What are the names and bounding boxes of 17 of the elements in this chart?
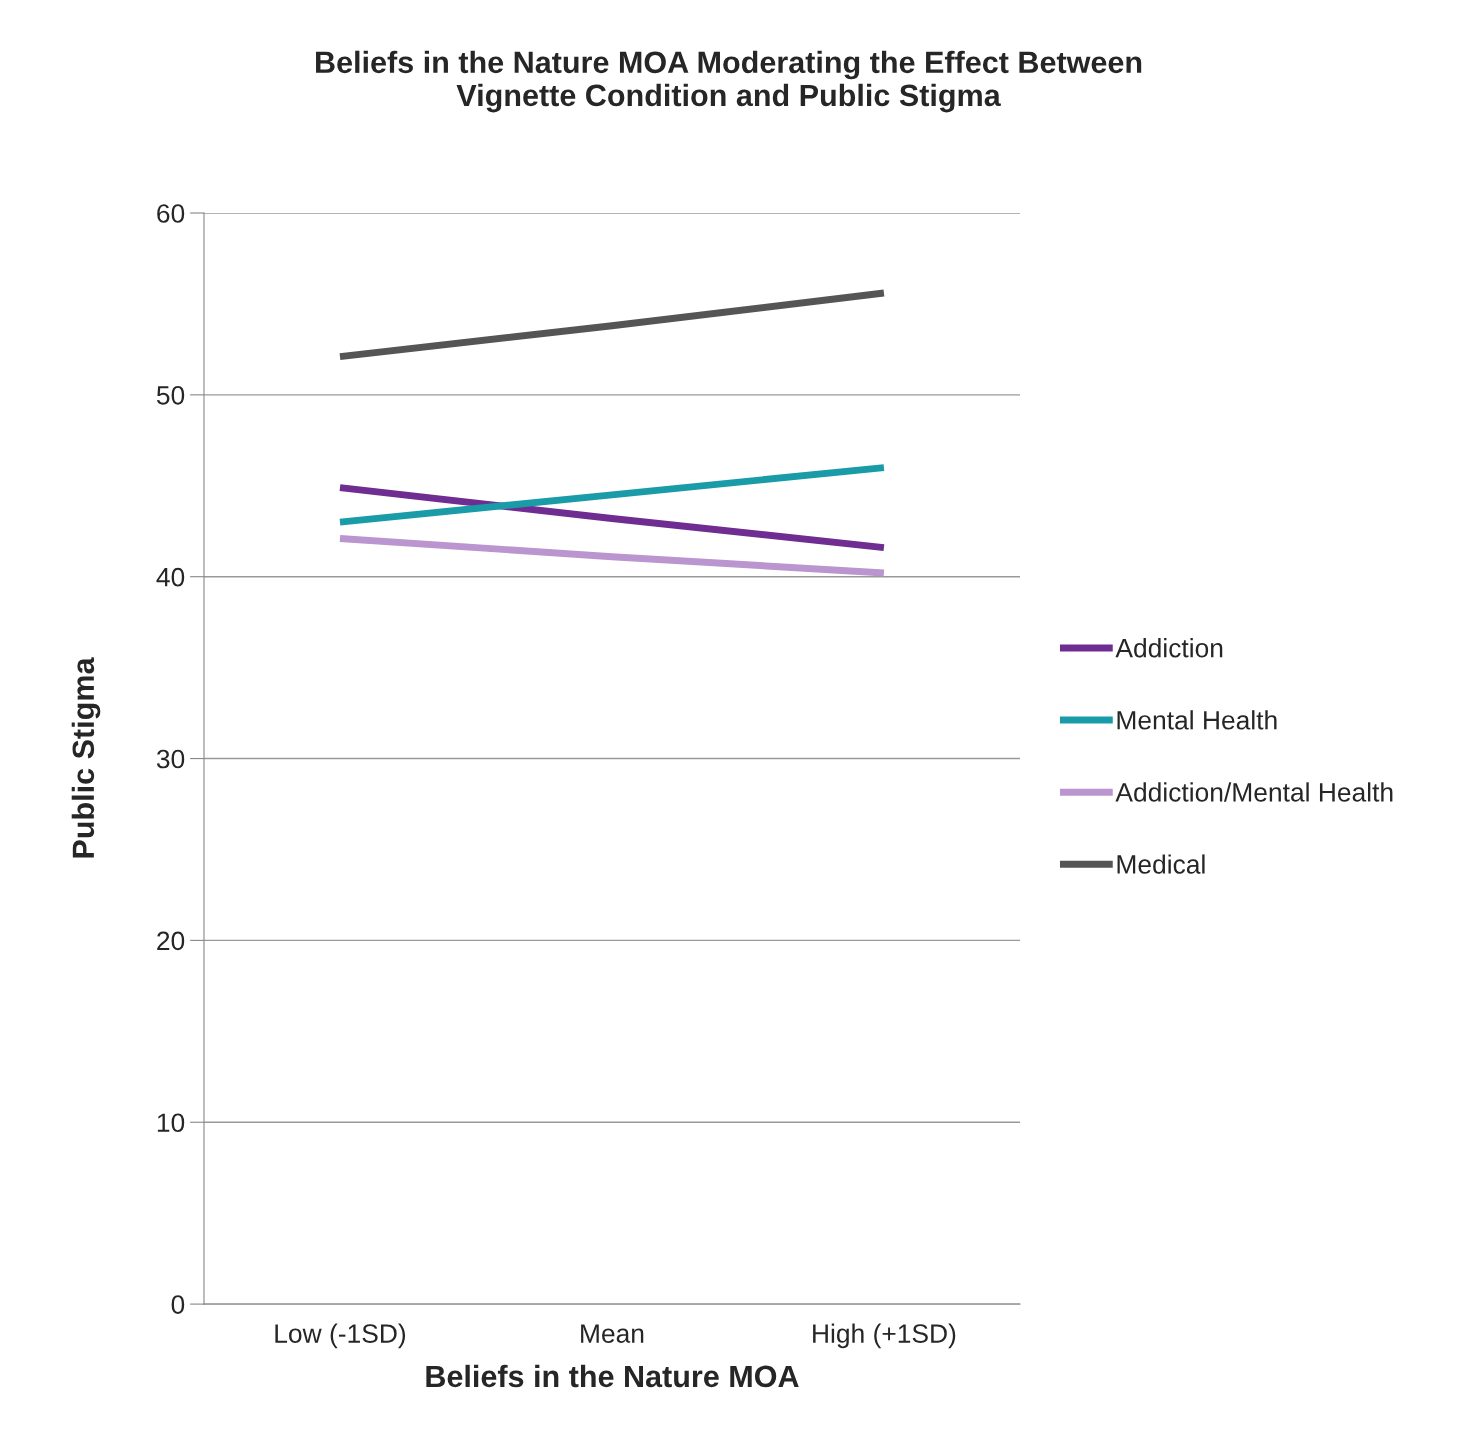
legend-label: Medical [1117,854,1205,874]
y-axis-title: Public Stigma [71,657,101,858]
chart-title: Beliefs in the Nature MOA Moderating the Effect Between Vignette Condition and Public Stigma [316,50,1142,113]
legend-label: Addiction [1115,638,1223,658]
y-tick-label: 60 [157,204,185,223]
x-tick-label: Mean [581,1324,644,1343]
y-tick-label: 0 [171,1295,185,1314]
x-tick-label: Low (-1SD) [275,1323,406,1349]
x-tick-label: High (+1SD) [813,1323,956,1349]
y-tick-label: 10 [157,1113,185,1133]
legend-label: Addiction/Mental Health [1115,782,1393,802]
y-tick-label: 40 [156,567,185,587]
y-tick-label: 30 [156,749,185,769]
legend-label: Mental Health [1117,710,1277,730]
x-axis-title: Beliefs in the Nature MOA [426,1364,799,1388]
y-tick-label: 20 [157,931,185,951]
y-tick-label: 50 [156,385,185,405]
